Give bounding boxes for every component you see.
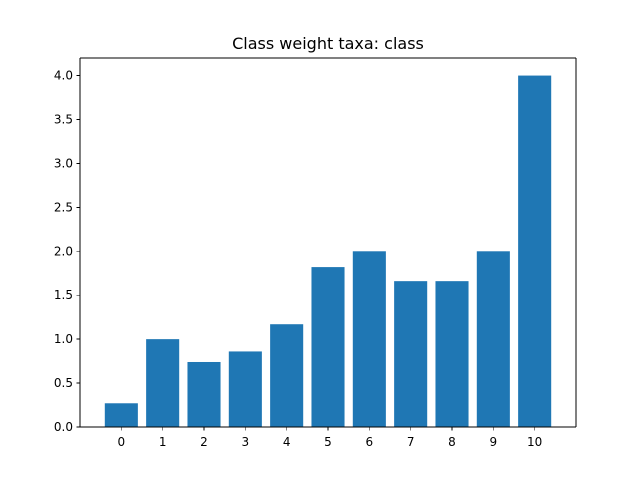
x-tick-label: 6: [366, 435, 374, 449]
y-tick-label: 1.5: [54, 288, 73, 302]
y-tick-label: 2.0: [54, 244, 73, 258]
x-tick-label: 8: [448, 435, 456, 449]
bar-6: [352, 251, 386, 427]
bar-1: [146, 339, 180, 427]
y-tick-label: 1.0: [54, 332, 73, 346]
x-tick-label: 2: [200, 435, 208, 449]
x-tick-label: 4: [283, 435, 291, 449]
bar-3: [228, 351, 262, 427]
x-tick-label: 0: [118, 435, 126, 449]
chart-title: Class weight taxa: class: [232, 34, 424, 53]
bar-5: [311, 267, 345, 427]
bar-7: [394, 281, 428, 427]
x-tick-label: 1: [159, 435, 167, 449]
bar-10: [518, 75, 552, 427]
bar-0: [104, 403, 138, 427]
bar-4: [270, 324, 304, 427]
bars-layer: [104, 75, 552, 427]
axes-layer: 0.0 0.5 1.0 1.5 2.0 2.5 3.0 3.5 4.0 0 1 2 3 4 5 6 7 8 9 10: [54, 57, 577, 449]
y-tick-label: 0.5: [54, 376, 73, 390]
y-tick-label: 3.0: [54, 156, 73, 170]
y-tick-label: 2.5: [54, 200, 73, 214]
x-tick-label: 5: [324, 435, 332, 449]
y-tick-label: 0.0: [54, 420, 73, 434]
x-tick-label: 9: [490, 435, 498, 449]
x-tick-label: 7: [407, 435, 415, 449]
x-tick-label: 3: [242, 435, 250, 449]
bar-8: [435, 281, 469, 427]
x-tick-label: 10: [527, 435, 542, 449]
bar-2: [187, 361, 221, 427]
y-tick-label: 3.5: [54, 113, 73, 127]
y-tick-label: 4.0: [54, 69, 73, 83]
bar-9: [476, 251, 510, 427]
